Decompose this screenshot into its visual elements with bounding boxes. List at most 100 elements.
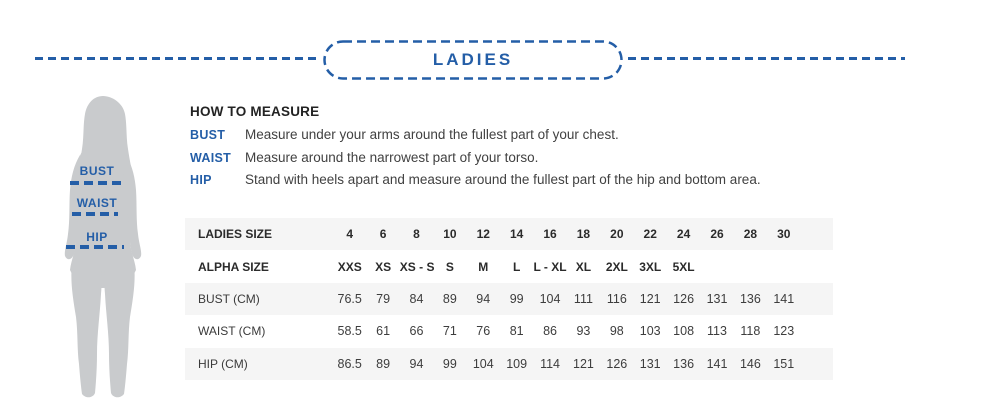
table-cell: XL — [575, 259, 592, 274]
table-cell: 99 — [509, 291, 524, 306]
table-cell: S — [445, 259, 454, 274]
table-cell: 89 — [442, 291, 457, 306]
table-cell: 24 — [676, 227, 691, 242]
pill-dashed-border-icon — [323, 40, 623, 80]
table-row-label: WAIST (CM) — [198, 324, 266, 339]
table-cell: 103 — [639, 324, 661, 339]
table-cell: 76 — [476, 324, 491, 339]
table-cell: 86 — [543, 324, 557, 339]
figure-hip-label: HIP — [86, 230, 108, 244]
table-cell: 121 — [573, 356, 594, 371]
bust-instruction-text: Measure under your arms around the fulle… — [245, 127, 619, 142]
table-cell: 81 — [509, 324, 524, 339]
table-cell: 4 — [346, 227, 354, 242]
table-cell: 79 — [376, 291, 391, 306]
table-row-label: LADIES SIZE — [198, 227, 273, 242]
table-cell: 111 — [573, 291, 593, 306]
table-cell: 3XL — [639, 259, 662, 274]
table-cell: 12 — [476, 227, 490, 242]
table-cell: 94 — [409, 356, 424, 371]
figure-bust-label: BUST — [79, 164, 115, 178]
figure-waist-dashed-line — [72, 212, 118, 216]
table-cell: 14 — [509, 227, 524, 242]
table-cell: 20 — [610, 227, 624, 242]
table-cell: 8 — [413, 227, 420, 242]
table-row: LADIES SIZE 4 6 8 10 12 14 16 18 20 22 24 26 28 30 — [185, 218, 833, 251]
table-cell: 151 — [773, 356, 795, 371]
table-cell: 126 — [606, 356, 628, 371]
table-cell: 118 — [740, 324, 761, 339]
table-cell: 89 — [376, 356, 391, 371]
table-cell: 126 — [673, 291, 695, 306]
table-row-label: ALPHA SIZE — [198, 259, 269, 274]
table-row: WAIST (CM) 58.5 61 66 71 76 81 86 93 98 103 108 113 1… — [185, 315, 833, 347]
table-cell: 66 — [409, 324, 424, 339]
table-cell: 136 — [673, 356, 695, 371]
table-cell: 114 — [540, 356, 560, 371]
table-cell: 116 — [606, 291, 627, 306]
table-cell: 104 — [472, 356, 494, 371]
table-row-label: BUST (CM) — [198, 291, 260, 306]
table-row: BUST (CM) 76.5 79 84 89 94 99 104 111 116 121 126 13… — [185, 282, 833, 316]
table-cell: XXS — [337, 259, 362, 274]
table-cell: 71 — [442, 324, 457, 339]
table-cell: 131 — [639, 356, 661, 371]
figure-hip-dashed-line — [66, 245, 124, 249]
how-to-measure-section: HOW TO MEASURE BUST Measure under your a… — [190, 104, 890, 195]
figure-bust-dashed-line — [70, 181, 124, 185]
measure-instruction-row: HIP Stand with heels apart and measure a… — [190, 172, 890, 195]
table-cell: 104 — [539, 291, 561, 306]
table-cell: 5XL — [672, 259, 695, 274]
table-cell: 10 — [443, 227, 457, 242]
table-cell: 28 — [743, 227, 758, 242]
table-cell: XS — [375, 259, 392, 274]
table-cell: 16 — [543, 227, 557, 242]
table-row-label: HIP (CM) — [198, 356, 248, 371]
table-cell: L — [512, 259, 521, 274]
header-dashed-line-right — [628, 57, 905, 60]
table-cell: XS - S — [399, 259, 435, 274]
measure-instruction-row: WAIST Measure around the narrowest part … — [190, 150, 890, 173]
table-row: HIP (CM) 86.5 89 94 99 104 109 114 121 126 131 136 1… — [185, 347, 833, 380]
table-cell: 58.5 — [337, 324, 362, 339]
hip-instruction-label: HIP — [190, 173, 212, 187]
table-cell: 6 — [379, 227, 387, 242]
table-row: ALPHA SIZE XXS XS XS - S S M L L - XL XL 2XL 3XL 5X… — [185, 250, 833, 282]
ladies-size-table: LADIES SIZE 4 6 8 10 12 14 16 18 20 22 24 26 28 30 ALPH… — [185, 218, 833, 380]
table-cell: 76.5 — [337, 291, 362, 306]
table-cell: 131 — [706, 291, 728, 306]
table-cell: 61 — [376, 324, 391, 339]
ladies-figure: BUST WAIST HIP — [50, 93, 160, 403]
table-cell: 99 — [442, 356, 457, 371]
waist-instruction-text: Measure around the narrowest part of you… — [245, 149, 539, 165]
bust-instruction-label: BUST — [190, 128, 226, 142]
table-cell: 26 — [710, 227, 724, 242]
table-cell: 94 — [476, 291, 491, 306]
hip-instruction-text: Stand with heels apart and measure aroun… — [245, 172, 761, 187]
table-cell: 123 — [773, 324, 795, 339]
table-cell: 109 — [506, 356, 528, 371]
measure-instruction-row: BUST Measure under your arms around the … — [190, 127, 890, 150]
how-to-measure-title: HOW TO MEASURE — [190, 104, 320, 119]
table-cell: 86.5 — [337, 356, 362, 371]
table-cell: 98 — [609, 324, 624, 339]
ladies-header-pill: LADIES — [323, 40, 623, 80]
table-cell: 93 — [576, 324, 591, 339]
table-cell: M — [478, 259, 489, 274]
table-cell: 136 — [739, 291, 761, 306]
table-cell: 141 — [773, 291, 795, 306]
waist-instruction-label: WAIST — [190, 150, 232, 165]
table-cell: 2XL — [605, 259, 628, 274]
header-dashed-line-left — [35, 57, 319, 60]
table-cell: 146 — [739, 356, 761, 371]
table-cell: 121 — [639, 291, 661, 306]
page-title: LADIES — [432, 50, 514, 69]
table-cell: L - XL — [533, 259, 567, 274]
figure-waist-label: WAIST — [76, 196, 118, 210]
table-cell: 141 — [706, 356, 728, 371]
table-cell: 22 — [643, 227, 657, 242]
table-cell: 113 — [707, 324, 727, 339]
table-cell: 84 — [409, 291, 424, 306]
table-cell: 30 — [777, 227, 791, 242]
